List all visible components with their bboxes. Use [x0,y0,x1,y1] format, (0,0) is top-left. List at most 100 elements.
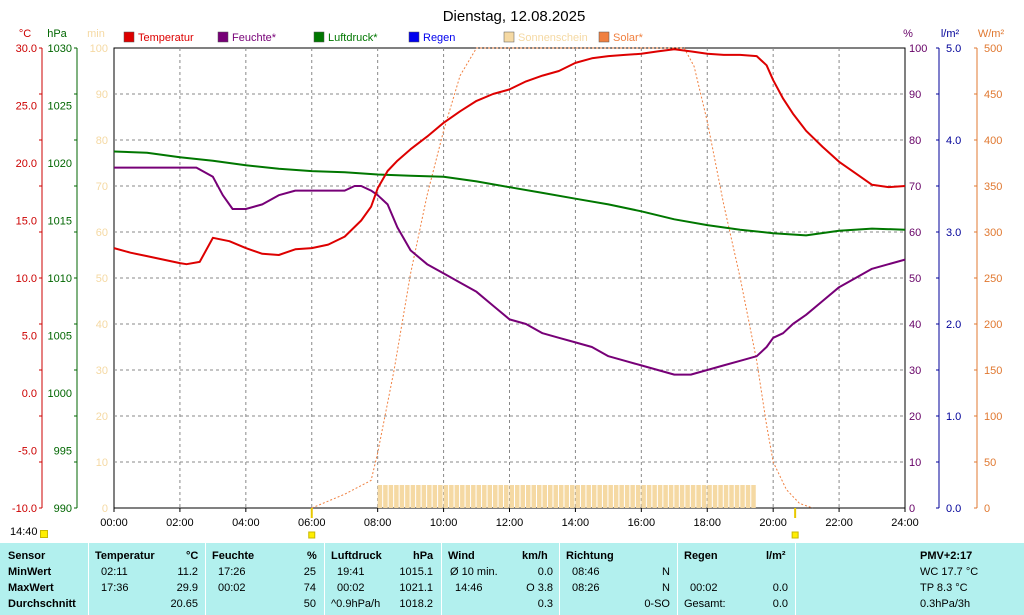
sunshine-bar [377,485,383,508]
sunshine-bar [657,485,663,508]
x-tick-label: 22:00 [825,517,853,529]
x-tick-label: 14:00 [562,517,590,529]
hum-axis-tick-label: 40 [909,319,921,331]
sunshine-bar [383,485,388,508]
min-axis-tick-label: 30 [96,365,108,377]
press-axis-tick-label: 1015 [48,216,72,228]
wind-header: Wind [448,550,475,562]
axes: 30.025.020.015.010.05.00.0-5.0-10.010301… [12,43,1002,529]
sunshine-bar [602,485,608,508]
sunshine-bar [438,485,443,508]
humidity-unit: % [307,550,317,562]
temp-min-time: 02:11 [101,566,128,578]
sunshine-bar [564,485,569,508]
hum-max-time: 00:02 [218,582,246,594]
sunshine-bar [449,485,454,508]
sunshine-bar [690,485,696,508]
press-axis-tick-label: 1000 [48,388,72,400]
sunshine-bar [454,485,460,508]
min-axis-tick-label: 60 [96,227,108,239]
press-axis-tick-label: 1020 [48,158,72,170]
min-axis-tick-label: 50 [96,273,108,285]
press-unit-label: hPa [47,28,67,40]
sunshine-bar [558,485,564,508]
wind-max-time: 14:46 [455,582,483,594]
column-separator [441,543,442,615]
temp-max-time: 17:36 [101,582,129,594]
temp-axis-tick-label: 25.0 [16,101,37,113]
sun-markers [308,508,799,539]
sunshine-bar [482,485,487,508]
column-separator [88,543,89,615]
sunshine-bar [416,485,421,508]
x-tick-label: 00:00 [100,517,128,529]
dir-min-time: 08:46 [572,566,600,578]
sunshine-bar [531,485,536,508]
x-tick-label: 06:00 [298,517,326,529]
sunrise-marker-dot [308,531,316,539]
hum-axis-tick-label: 0 [909,503,915,515]
solar-axis-tick-label: 400 [984,135,1002,147]
legend-swatch [217,31,229,43]
legend-label: Feuchte* [232,32,277,44]
temperature-unit: °C [186,550,199,562]
min-axis-tick-label: 100 [90,43,108,55]
series-line-solar [311,47,813,509]
sunshine-bar [476,485,482,508]
wind-avg-value: 0.0 [537,566,553,578]
solar-axis-tick-label: 450 [984,89,1002,101]
sunshine-bar [520,485,526,508]
temperature-header: Temperatur [95,550,155,562]
humidity-header: Feuchte [212,550,255,562]
hum-axis-tick-label: 20 [909,411,921,423]
press-axis-tick-label: 990 [54,503,72,515]
wind-avg-label: Ø 10 min. [450,566,498,578]
sunshine-bar [624,485,630,508]
solar-axis-tick-label: 300 [984,227,1002,239]
legend-label: Luftdruck* [328,32,378,44]
min-axis-tick-label: 0 [102,503,108,515]
sunshine-bar [586,485,591,508]
x-tick-label: 18:00 [693,517,721,529]
hum-axis-tick-label: 10 [909,457,921,469]
temp-axis-tick-label: 0.0 [22,388,37,400]
row-label-min: MinWert [8,566,52,578]
legend-swatch [598,31,610,43]
press-min-value: 1015.1 [399,566,433,578]
sunshine-bar [388,485,394,508]
sunshine-bar [410,485,416,508]
sunshine-bar [663,485,668,508]
rain-header: Regen [684,550,718,562]
press-axis-tick-label: 1010 [48,273,72,285]
sunshine-bar [707,485,712,508]
pressure-trend-3h: 0.3hPa/3h [920,598,971,610]
legend-swatch [123,31,135,43]
solar-axis-tick-label: 50 [984,457,996,469]
sunshine-bar [630,485,635,508]
dir-avg-value: 0-SO [644,598,670,610]
sunshine-bar [723,485,729,508]
sunshine-bars [377,485,756,508]
press-axis-tick-label: 1030 [48,43,72,55]
sunshine-bar [608,485,613,508]
column-separator [795,543,796,615]
statistics-panel: Sensor MinWert MaxWert Durchschnitt Temp… [0,543,1024,615]
x-tick-label: 16:00 [628,517,656,529]
sunshine-bar [432,485,438,508]
rain-axis-tick-label: 5.0 [946,43,961,55]
column-separator [559,543,560,615]
solar-axis-tick-label: 200 [984,319,1002,331]
sunshine-bar [465,485,471,508]
temp-unit-label: °C [19,28,31,40]
legend-label: Solar* [613,32,644,44]
sunshine-bar [696,485,701,508]
sunshine-bar [734,485,740,508]
solar-axis-tick-label: 150 [984,365,1002,377]
press-max-time: 00:02 [337,582,365,594]
sunshine-bar [536,485,542,508]
weather-chart: Dienstag, 12.08.2025 Temperatur Feuchte* L… [12,8,1005,539]
sunshine-bar [729,485,734,508]
series-line-luftdruck [113,150,906,237]
sunshine-bar [641,485,646,508]
solar-unit-label: W/m² [978,28,1005,40]
